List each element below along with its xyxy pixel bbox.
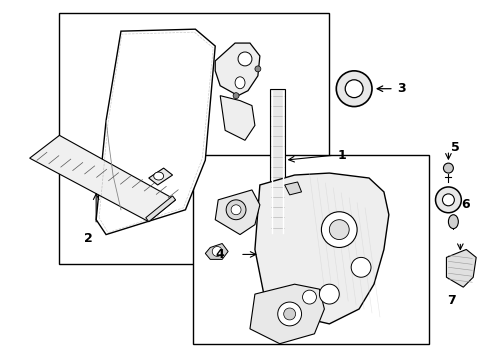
- Polygon shape: [145, 196, 175, 222]
- Polygon shape: [249, 284, 324, 344]
- Ellipse shape: [319, 284, 339, 304]
- Text: 1: 1: [337, 149, 346, 162]
- Polygon shape: [96, 29, 215, 235]
- Ellipse shape: [345, 80, 362, 98]
- Polygon shape: [215, 43, 259, 96]
- Ellipse shape: [283, 308, 295, 320]
- Ellipse shape: [225, 200, 245, 220]
- Polygon shape: [446, 249, 475, 287]
- Ellipse shape: [336, 71, 371, 107]
- Ellipse shape: [302, 290, 316, 304]
- Ellipse shape: [447, 215, 457, 229]
- Ellipse shape: [435, 187, 460, 213]
- Ellipse shape: [231, 205, 241, 215]
- Ellipse shape: [238, 52, 251, 66]
- Text: 6: 6: [460, 198, 469, 211]
- Ellipse shape: [328, 220, 348, 239]
- Text: 3: 3: [396, 82, 405, 95]
- Ellipse shape: [442, 194, 453, 206]
- Polygon shape: [205, 243, 228, 260]
- Ellipse shape: [350, 257, 370, 277]
- Polygon shape: [220, 96, 254, 140]
- Ellipse shape: [235, 77, 244, 89]
- Polygon shape: [30, 135, 175, 222]
- Ellipse shape: [277, 302, 301, 326]
- Ellipse shape: [321, 212, 356, 247]
- Polygon shape: [254, 173, 388, 324]
- Text: 7: 7: [446, 294, 455, 307]
- Polygon shape: [215, 190, 259, 235]
- Ellipse shape: [233, 93, 239, 99]
- Ellipse shape: [212, 247, 222, 256]
- Polygon shape: [284, 182, 301, 195]
- Polygon shape: [148, 168, 172, 185]
- Ellipse shape: [443, 163, 452, 173]
- Ellipse shape: [254, 66, 260, 72]
- Text: 4: 4: [215, 248, 224, 261]
- Ellipse shape: [153, 172, 163, 180]
- Bar: [193, 155, 427, 344]
- Bar: [60, 13, 328, 264]
- Polygon shape: [269, 89, 284, 235]
- Text: 5: 5: [450, 141, 459, 154]
- Text: 2: 2: [83, 231, 92, 244]
